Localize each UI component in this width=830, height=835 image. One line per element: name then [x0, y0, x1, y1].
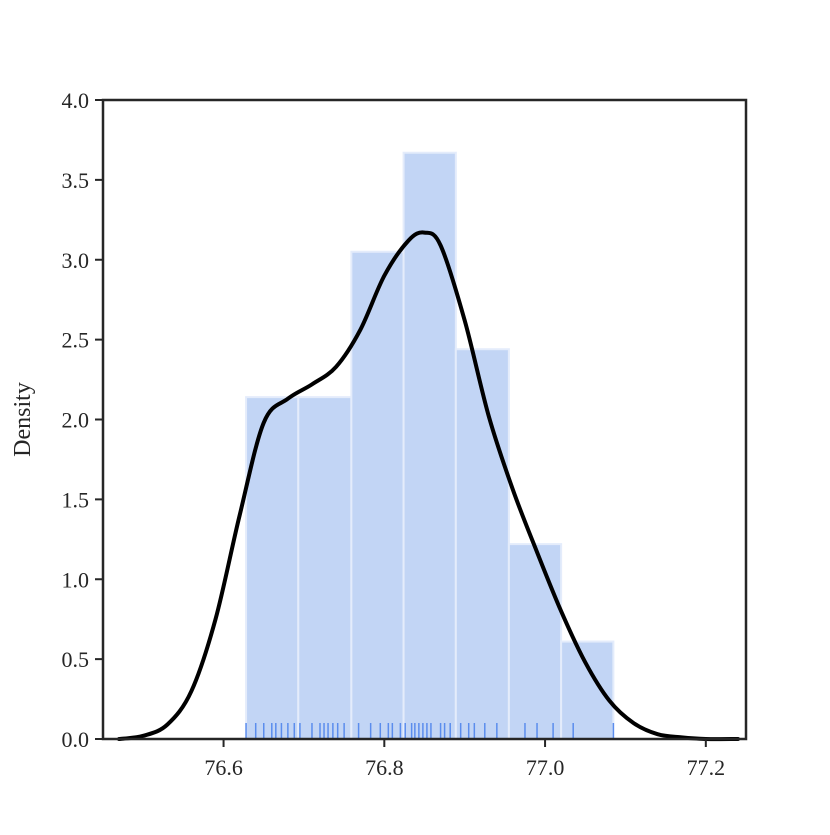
y-tick-label: 1.5	[62, 487, 90, 512]
kde-curve	[117, 230, 740, 742]
y-tick-label: 0.5	[62, 647, 90, 672]
histogram-bar	[402, 151, 457, 740]
y-tick-label: 0.0	[62, 727, 90, 752]
y-tick-label: 3.5	[62, 168, 90, 193]
y-axis-ticks: 0.0 0.5 1.0 1.5 2.0 2.5 3.0 3.5 4.0	[62, 88, 103, 752]
x-tick-label: 76.8	[365, 755, 404, 780]
y-axis-label: Density	[10, 382, 36, 457]
y-tick-label: 4.0	[62, 88, 90, 113]
y-tick-label: 2.0	[62, 408, 90, 433]
x-axis-ticks: 76.6 76.8 77.0 77.2	[204, 739, 725, 780]
histogram-bar	[560, 640, 615, 740]
histogram-bar	[297, 396, 353, 740]
histogram-bar	[454, 348, 510, 740]
x-tick-label: 76.6	[204, 755, 243, 780]
y-tick-label: 1.0	[62, 567, 90, 592]
rug-marks	[245, 723, 615, 739]
histogram-bar	[507, 543, 563, 740]
x-tick-label: 77.2	[687, 755, 726, 780]
y-tick-label: 3.0	[62, 248, 90, 273]
y-tick-label: 2.5	[62, 328, 90, 353]
histogram-bars	[245, 151, 615, 740]
x-tick-label: 77.0	[526, 755, 565, 780]
histogram-bar	[350, 250, 405, 740]
